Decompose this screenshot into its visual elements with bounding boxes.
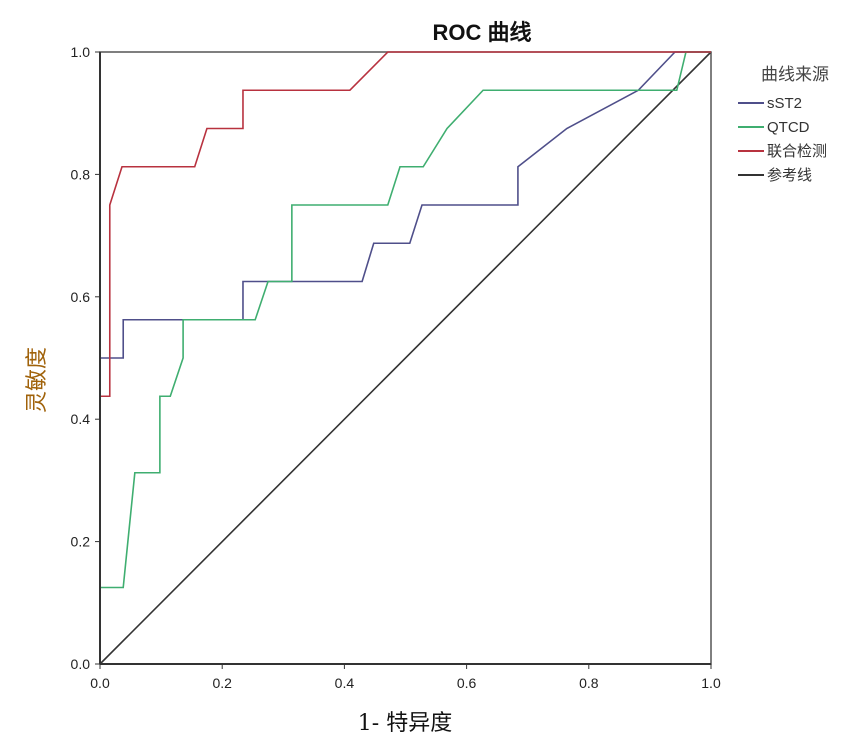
- y-tick-label: 0.6: [71, 289, 91, 305]
- series-line-联合检测: [99, 51, 711, 664]
- legend-label: QTCD: [767, 119, 810, 136]
- x-tick-label: 0.8: [579, 675, 599, 691]
- legend-label: 参考线: [767, 167, 812, 184]
- x-tick-label: 0.4: [335, 675, 355, 691]
- x-axis-label: 1- 特异度: [358, 711, 452, 736]
- series-line-QTCD: [99, 51, 711, 664]
- y-tick-label: 1.0: [71, 44, 91, 60]
- legend-label: 联合检测: [767, 143, 827, 160]
- series-line-reference: [99, 51, 712, 665]
- x-tick-label: 0.2: [212, 675, 232, 691]
- legend-label: sST2: [767, 95, 802, 112]
- y-tick-label: 0.2: [71, 534, 91, 550]
- y-tick-label: 0.4: [71, 411, 91, 427]
- legend-title: 曲线来源: [761, 65, 829, 84]
- series-line-sST2: [99, 51, 711, 664]
- y-tick-label: 0.0: [71, 656, 91, 672]
- x-tick-label: 1.0: [701, 675, 721, 691]
- chart-title: ROC 曲线: [432, 20, 531, 45]
- y-axis-label: 灵敏度: [25, 347, 50, 413]
- x-tick-label: 0.6: [457, 675, 477, 691]
- x-tick-label: 0.0: [90, 675, 110, 691]
- y-tick-label: 0.8: [71, 166, 91, 182]
